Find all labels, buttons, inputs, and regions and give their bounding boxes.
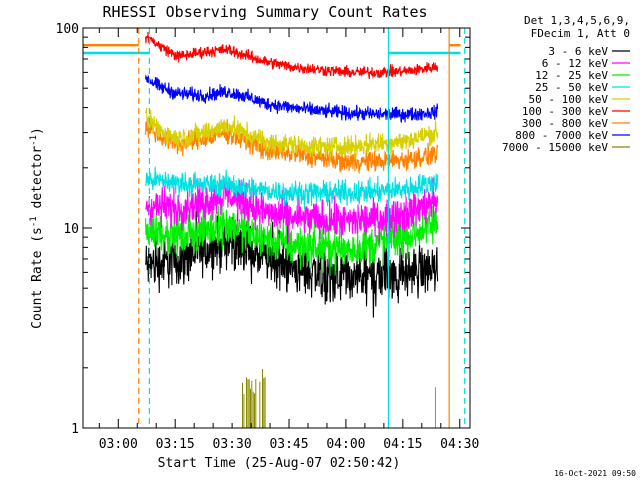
x-tick-label: 04:15: [383, 437, 422, 452]
chart-title: RHESSI Observing Summary Count Rates: [102, 3, 427, 21]
x-axis-label: Start Time (25-Aug-07 02:50:42): [158, 456, 401, 471]
series-100-300-kev-line: [145, 31, 439, 80]
y-axis-label-main: Count Rate (s: [30, 227, 45, 329]
y-tick-label: 100: [56, 22, 79, 37]
x-tick-label: 04:30: [440, 437, 479, 452]
x-tick-label: 03:30: [213, 437, 252, 452]
y-tick-label: 10: [63, 222, 79, 237]
x-tick-label: 03:00: [99, 437, 138, 452]
legend-label: 50 - 100 keV: [529, 93, 609, 106]
legend-label: 3 - 6 keV: [548, 45, 608, 58]
y-axis-label-sup2: -1: [29, 135, 39, 146]
legend: Det 1,3,4,5,6,9, FDecim 1, Att 0 3 - 6 k…: [502, 14, 630, 154]
y-tick-label: 1: [71, 422, 79, 437]
legend-label: 7000 - 15000 keV: [502, 141, 608, 154]
series-layer: [145, 31, 439, 428]
footer-timestamp: 16-Oct-2021 09:50: [554, 469, 636, 478]
x-tick-label: 03:45: [269, 437, 308, 452]
series-800-7000-kev-line: [145, 74, 439, 123]
axes-layer: 03:00 03:15 03:30 03:45 04:00 04:15 04:30 1 10 10…: [56, 22, 480, 452]
legend-label: 25 - 50 keV: [535, 81, 608, 94]
x-tick-label: 04:00: [326, 437, 365, 452]
legend-label: 800 - 7000 keV: [515, 129, 608, 142]
y-axis-label: Count Rate (s-1 detector-1): [29, 127, 45, 329]
y-axis-label-mid: detector: [30, 146, 45, 217]
legend-header-line-1: Det 1,3,4,5,6,9,: [524, 14, 630, 27]
series-7000-15000-kev-spikes: [242, 369, 266, 428]
marker-layer: [83, 28, 466, 428]
y-axis-label-end: ): [30, 127, 45, 135]
legend-label: 300 - 800 keV: [522, 117, 608, 130]
legend-label: 12 - 25 keV: [535, 69, 608, 82]
legend-header-line-2: FDecim 1, Att 0: [531, 27, 630, 40]
x-tick-label: 03:15: [156, 437, 195, 452]
legend-label: 100 - 300 keV: [522, 105, 608, 118]
plot-frame: [82, 27, 471, 429]
y-axis-label-sup1: -1: [29, 216, 39, 227]
legend-label: 6 - 12 keV: [542, 57, 609, 70]
